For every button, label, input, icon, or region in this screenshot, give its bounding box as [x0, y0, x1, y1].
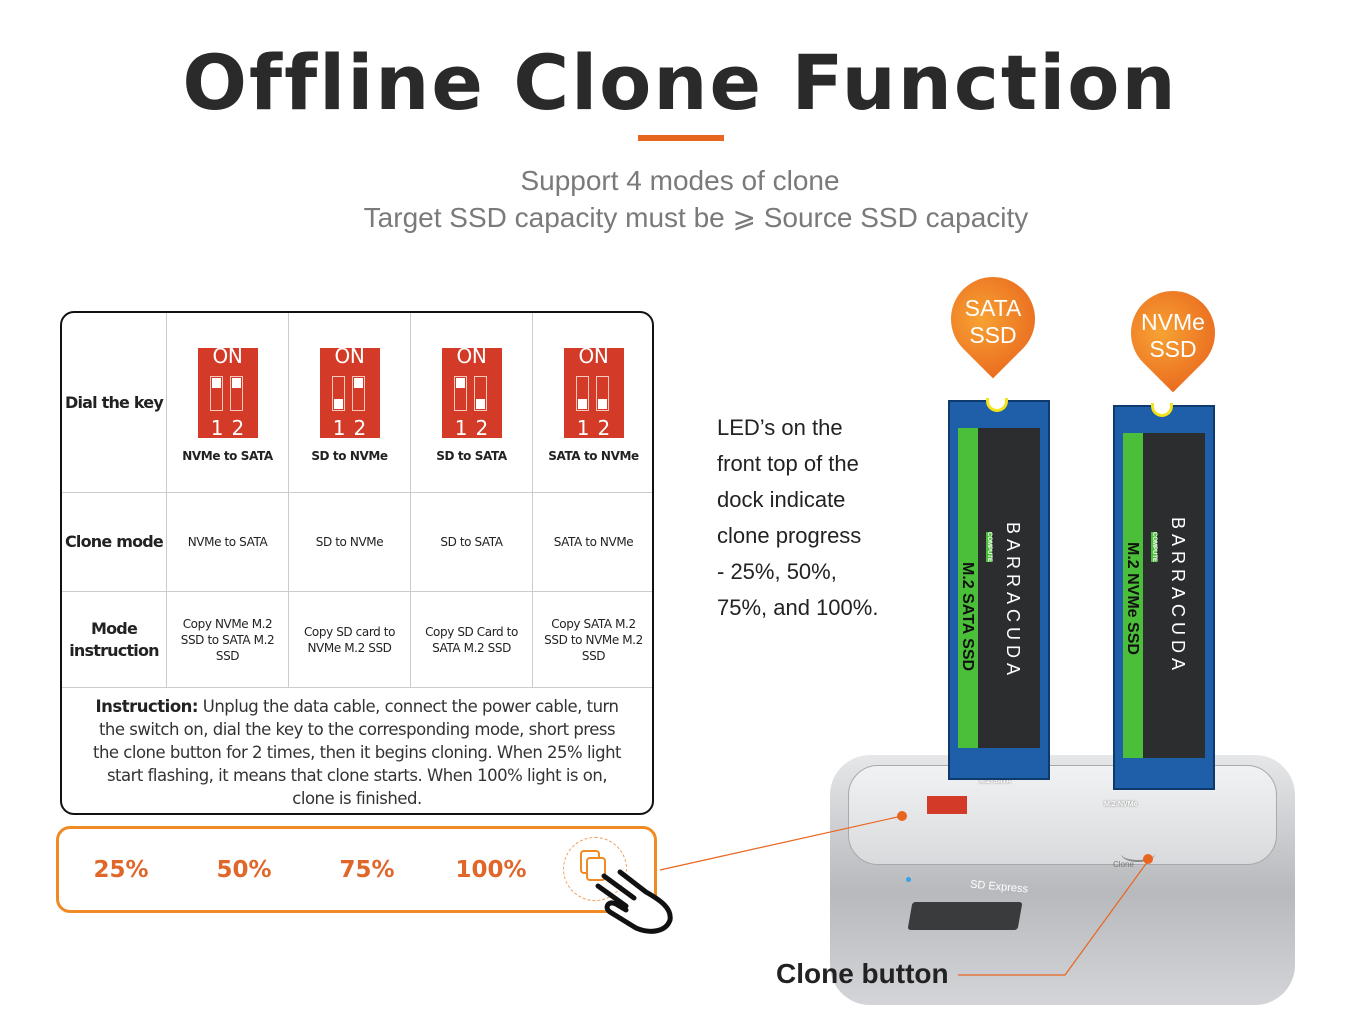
dial-cell: ON 12 SATA to NVMe: [533, 313, 652, 493]
led-description: LED’s on the front top of the dock indic…: [717, 410, 878, 626]
dial-cell: ON 12 SD to SATA: [411, 313, 533, 493]
dip-switch: [927, 796, 967, 814]
dip-on-label: ON: [578, 344, 609, 368]
clone-mode-cell: SD to SATA: [411, 493, 533, 592]
sata-ssd: M.2 SATA SSD BARRACUDA COMPUTE: [948, 398, 1050, 780]
dip-switch-icon: ON 12: [191, 344, 258, 440]
clone-dock: M.2-SATA M.2-NVMe Clone SD Express: [830, 755, 1295, 1005]
dip-caption: SD to NVMe: [311, 449, 388, 463]
row-label: instruction: [69, 640, 159, 660]
dip-caption: SATA to NVMe: [548, 449, 639, 463]
row-label: NVMe to SATA: [187, 535, 268, 549]
dip-numbers: 12: [454, 416, 497, 440]
dip-numbers: 12: [332, 416, 375, 440]
ssd-label: M.2 SATA SSD: [959, 562, 976, 672]
row-label: Copy SD Card to SATA M.2 SSD: [425, 624, 518, 655]
row-label: Mode: [90, 618, 138, 638]
dial-cell: ON 12 SD to NVMe: [289, 313, 411, 493]
row-header-mode: Mode instruction: [62, 592, 167, 688]
instruction-text: Instruction: Unplug the data cable, conn…: [62, 687, 652, 813]
switch-1-up: [453, 376, 467, 411]
slot-label: M.2-NVMe: [1104, 801, 1138, 808]
row-header-dial: Dial the key: [62, 313, 167, 493]
dip-on-label: ON: [456, 344, 487, 368]
row-label: SD to NVMe: [315, 535, 384, 549]
row-label: Copy SD card to NVMe M.2 SSD: [303, 624, 396, 655]
dip-switch-icon: ON 12: [313, 344, 380, 440]
ssd-brand: BARRACUDA: [1168, 517, 1188, 676]
pin-text: SATA: [964, 295, 1022, 321]
led-text-line: - 25%, 50%,: [717, 559, 837, 584]
instruction-cell: Copy SATA M.2 SSD to NVMe M.2 SSD: [533, 592, 652, 688]
subtitle-line-2: Target SSD capacity must be ⩾ Source SSD…: [363, 202, 1029, 233]
pin-text: NVMe: [1141, 309, 1205, 335]
instruction-cell: Copy SD card to NVMe M.2 SSD: [289, 592, 411, 688]
dip-numbers: 12: [576, 416, 619, 440]
switch-2-down: [595, 376, 609, 411]
clone-mode-cell: NVMe to SATA: [167, 493, 289, 592]
led-25: 25%: [93, 857, 149, 883]
row-label: SATA to NVMe: [553, 535, 634, 549]
switch-1-down: [575, 376, 589, 411]
led-text-line: clone progress: [717, 523, 862, 548]
nvme-ssd: M.2 NVMe SSD BARRACUDA COMPUTE: [1113, 403, 1215, 790]
dip-caption: NVMe to SATA: [182, 449, 273, 463]
led-text-line: LED’s on the: [717, 415, 843, 440]
nvme-pin-label: NVMe SSD: [1131, 309, 1215, 363]
clone-mode-cell: SATA to NVMe: [533, 493, 652, 592]
row-label: Dial the key: [65, 392, 164, 412]
led-text-line: 75%, and 100%.: [717, 595, 879, 620]
slot-label: M.2-SATA: [979, 778, 1012, 785]
instruction-cell: Copy NVMe M.2 SSD to SATA M.2 SSD: [167, 592, 289, 688]
title-underline: [638, 135, 724, 141]
led-text-line: dock indicate: [717, 487, 846, 512]
dip-switch-icon: ON 12: [557, 344, 624, 440]
dial-cell: ON 12 NVMe to SATA: [167, 313, 289, 493]
led-text-line: front top of the: [717, 451, 859, 476]
row-label: Copy NVMe M.2 SSD to SATA M.2 SSD: [180, 616, 275, 663]
dip-on-label: ON: [334, 344, 365, 368]
power-led: [906, 877, 911, 882]
subtitle-line-1: Support 4 modes of clone: [520, 165, 840, 196]
switch-2-down: [473, 376, 487, 411]
page-title: Offline Clone Function: [182, 38, 1178, 127]
switch-2-up: [351, 376, 365, 411]
switch-1-down: [331, 376, 345, 411]
clone-mode-cell: SD to NVMe: [289, 493, 411, 592]
row-header-clone: Clone mode: [62, 493, 167, 592]
switch-2-up: [229, 376, 243, 411]
ssd-sub: COMPUTE: [986, 532, 992, 562]
instruction-body: Unplug the data cable, connect the power…: [92, 697, 622, 808]
dip-numbers: 12: [210, 416, 253, 440]
dip-caption: SD to SATA: [436, 449, 507, 463]
led-50: 50%: [216, 857, 272, 883]
instruction-label: Instruction:: [95, 697, 199, 716]
led-indicator-panel: 25% 50% 75% 100%: [56, 826, 657, 913]
row-label: Copy SATA M.2 SSD to NVMe M.2 SSD: [544, 616, 643, 663]
led-75: 75%: [339, 857, 395, 883]
pointing-hand-icon: [595, 869, 673, 934]
switch-1-up: [209, 376, 223, 411]
led-100: 100%: [455, 857, 527, 883]
clone-hardware-button[interactable]: [1121, 846, 1155, 862]
sata-pin-label: SATA SSD: [951, 295, 1035, 349]
ssd-brand: BARRACUDA: [1003, 522, 1023, 681]
dip-switch-icon: ON 12: [435, 344, 502, 440]
pin-text: SSD: [969, 322, 1017, 348]
clone-button-label: Clone: [1113, 860, 1134, 869]
ssd-label: M.2 NVMe SSD: [1124, 542, 1141, 655]
clone-icon: [563, 837, 627, 901]
ssd-sub: COMPUTE: [1151, 532, 1157, 562]
clone-mode-table: Dial the key Clone mode Mode instruction ON 1…: [60, 311, 654, 815]
row-label: SD to SATA: [440, 535, 503, 549]
row-label: Clone mode: [64, 532, 164, 551]
dip-on-label: ON: [212, 344, 243, 368]
instruction-cell: Copy SD Card to SATA M.2 SSD: [411, 592, 533, 688]
clone-button-callout: Clone button: [776, 958, 949, 989]
pin-text: SSD: [1149, 336, 1197, 362]
